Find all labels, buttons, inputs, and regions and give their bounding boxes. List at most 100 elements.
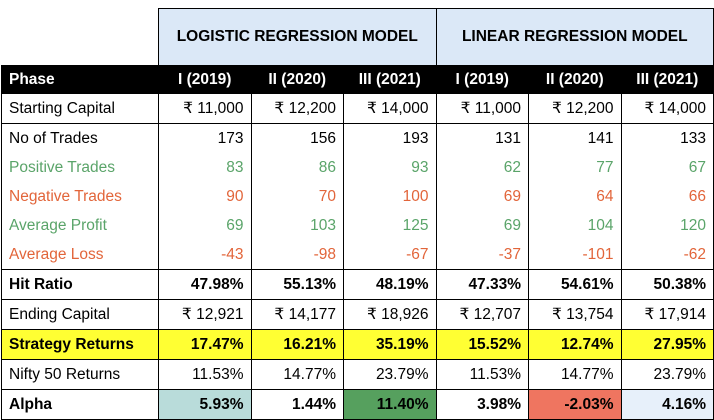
table-cell: 193 [343, 123, 437, 153]
row-label: Strategy Returns [1, 329, 159, 360]
table-cell: 14.77% [528, 359, 622, 390]
row-ending-capital: Ending Capital ₹ 12,921 ₹ 14,177 ₹ 18,92… [1, 299, 714, 330]
table-cell: ₹ 11,000 [436, 94, 530, 124]
logistic-model-header: LOGISTIC REGRESSION MODEL [158, 8, 437, 65]
table-cell: -98 [251, 240, 344, 270]
table-cell: 67 [621, 153, 714, 182]
table-cell: -43 [158, 240, 252, 270]
row-positive-trades: Positive Trades 83 86 93 62 77 67 [1, 153, 714, 182]
column-header: III (2021) [343, 65, 437, 94]
table-cell: ₹ 14,000 [621, 94, 714, 124]
table-cell: 47.98% [158, 269, 252, 300]
table-cell: ₹ 12,921 [158, 299, 252, 330]
table-cell: 23.79% [343, 359, 437, 390]
table-cell: ₹ 12,200 [528, 94, 622, 124]
table-cell: -101 [528, 240, 622, 270]
table-cell: 3.98% [436, 389, 530, 420]
row-label: Positive Trades [1, 153, 159, 182]
column-header: II (2020) [528, 65, 622, 94]
table-cell: 27.95% [621, 329, 714, 360]
table-cell: 54.61% [528, 269, 622, 300]
table-cell: 156 [251, 123, 344, 153]
row-no-of-trades: No of Trades 173 156 193 131 141 133 [1, 123, 714, 153]
table-cell: -62 [621, 240, 714, 270]
table-cell: 83 [158, 153, 252, 182]
table-cell: 100 [343, 182, 437, 211]
row-average-profit: Average Profit 69 103 125 69 104 120 [1, 211, 714, 240]
trading-results-table: LOGISTIC REGRESSION MODEL LINEAR REGRESS… [1, 8, 714, 420]
row-starting-capital: Starting Capital ₹ 11,000 ₹ 12,200 ₹ 14,… [1, 94, 714, 124]
table-cell: 64 [528, 182, 622, 211]
table-cell: 104 [528, 211, 622, 240]
table-cell: 69 [158, 211, 252, 240]
table-cell: ₹ 14,000 [343, 94, 437, 124]
table-cell: 103 [251, 211, 344, 240]
table-cell: ₹ 14,177 [251, 299, 344, 330]
row-label: Ending Capital [1, 299, 159, 330]
table-cell: 90 [158, 182, 252, 211]
column-header: I (2019) [436, 65, 530, 94]
row-nifty-50-returns: Nifty 50 Returns 11.53% 14.77% 23.79% 11… [1, 359, 714, 390]
table-cell: 11.53% [436, 359, 530, 390]
table-cell: 4.16% [621, 389, 714, 420]
table-cell: ₹ 17,914 [621, 299, 714, 330]
table-cell: 11.53% [158, 359, 252, 390]
header-blank-cell [1, 8, 159, 65]
table-cell: 48.19% [343, 269, 437, 300]
table-cell: 66 [621, 182, 714, 211]
table-cell: 86 [251, 153, 344, 182]
table-cell: 55.13% [251, 269, 344, 300]
row-average-loss: Average Loss -43 -98 -67 -37 -101 -62 [1, 240, 714, 270]
table-cell: 133 [621, 123, 714, 153]
table-cell: 62 [436, 153, 530, 182]
column-header: II (2020) [251, 65, 344, 94]
table-cell: 23.79% [621, 359, 714, 390]
row-hit-ratio: Hit Ratio 47.98% 55.13% 48.19% 47.33% 54… [1, 269, 714, 300]
table-cell: 69 [436, 211, 530, 240]
row-label: Alpha [1, 389, 159, 420]
linear-model-header: LINEAR REGRESSION MODEL [436, 8, 714, 65]
row-label: Nifty 50 Returns [1, 359, 159, 390]
table-cell: 17.47% [158, 329, 252, 360]
table-cell: 5.93% [158, 389, 252, 420]
table-cell: 125 [343, 211, 437, 240]
table-cell: ₹ 11,000 [158, 94, 252, 124]
phase-header-row: Phase I (2019) II (2020) III (2021) I (2… [1, 65, 714, 94]
model-header-row: LOGISTIC REGRESSION MODEL LINEAR REGRESS… [1, 8, 714, 65]
row-label: Average Profit [1, 211, 159, 240]
column-header: III (2021) [621, 65, 714, 94]
table-cell: -67 [343, 240, 437, 270]
table-cell: -2.03% [528, 389, 622, 420]
table-cell: 47.33% [436, 269, 530, 300]
table-cell: 131 [436, 123, 530, 153]
table-cell: 50.38% [621, 269, 714, 300]
row-strategy-returns: Strategy Returns 17.47% 16.21% 35.19% 15… [1, 329, 714, 360]
table-cell: ₹ 12,707 [436, 299, 530, 330]
table-cell: 14.77% [251, 359, 344, 390]
table-cell: 12.74% [528, 329, 622, 360]
phase-column-header: Phase [1, 65, 159, 94]
table-cell: ₹ 13,754 [528, 299, 622, 330]
table-cell: 35.19% [343, 329, 437, 360]
column-header: I (2019) [158, 65, 252, 94]
table-cell: ₹ 18,926 [343, 299, 437, 330]
table-cell: 141 [528, 123, 622, 153]
row-label: Starting Capital [1, 94, 159, 124]
row-label: Average Loss [1, 240, 159, 270]
table-cell: 11.40% [343, 389, 437, 420]
row-label: Hit Ratio [1, 269, 159, 300]
table-cell: -37 [436, 240, 530, 270]
table-cell: 15.52% [436, 329, 530, 360]
row-label: No of Trades [1, 123, 159, 153]
table-cell: 173 [158, 123, 252, 153]
table-cell: 77 [528, 153, 622, 182]
row-label: Negative Trades [1, 182, 159, 211]
table-cell: 93 [343, 153, 437, 182]
table-cell: 120 [621, 211, 714, 240]
table-cell: 70 [251, 182, 344, 211]
table-cell: 1.44% [251, 389, 344, 420]
table-cell: 16.21% [251, 329, 344, 360]
row-negative-trades: Negative Trades 90 70 100 69 64 66 [1, 182, 714, 211]
table-cell: 69 [436, 182, 530, 211]
row-alpha: Alpha 5.93% 1.44% 11.40% 3.98% -2.03% 4.… [1, 389, 714, 420]
